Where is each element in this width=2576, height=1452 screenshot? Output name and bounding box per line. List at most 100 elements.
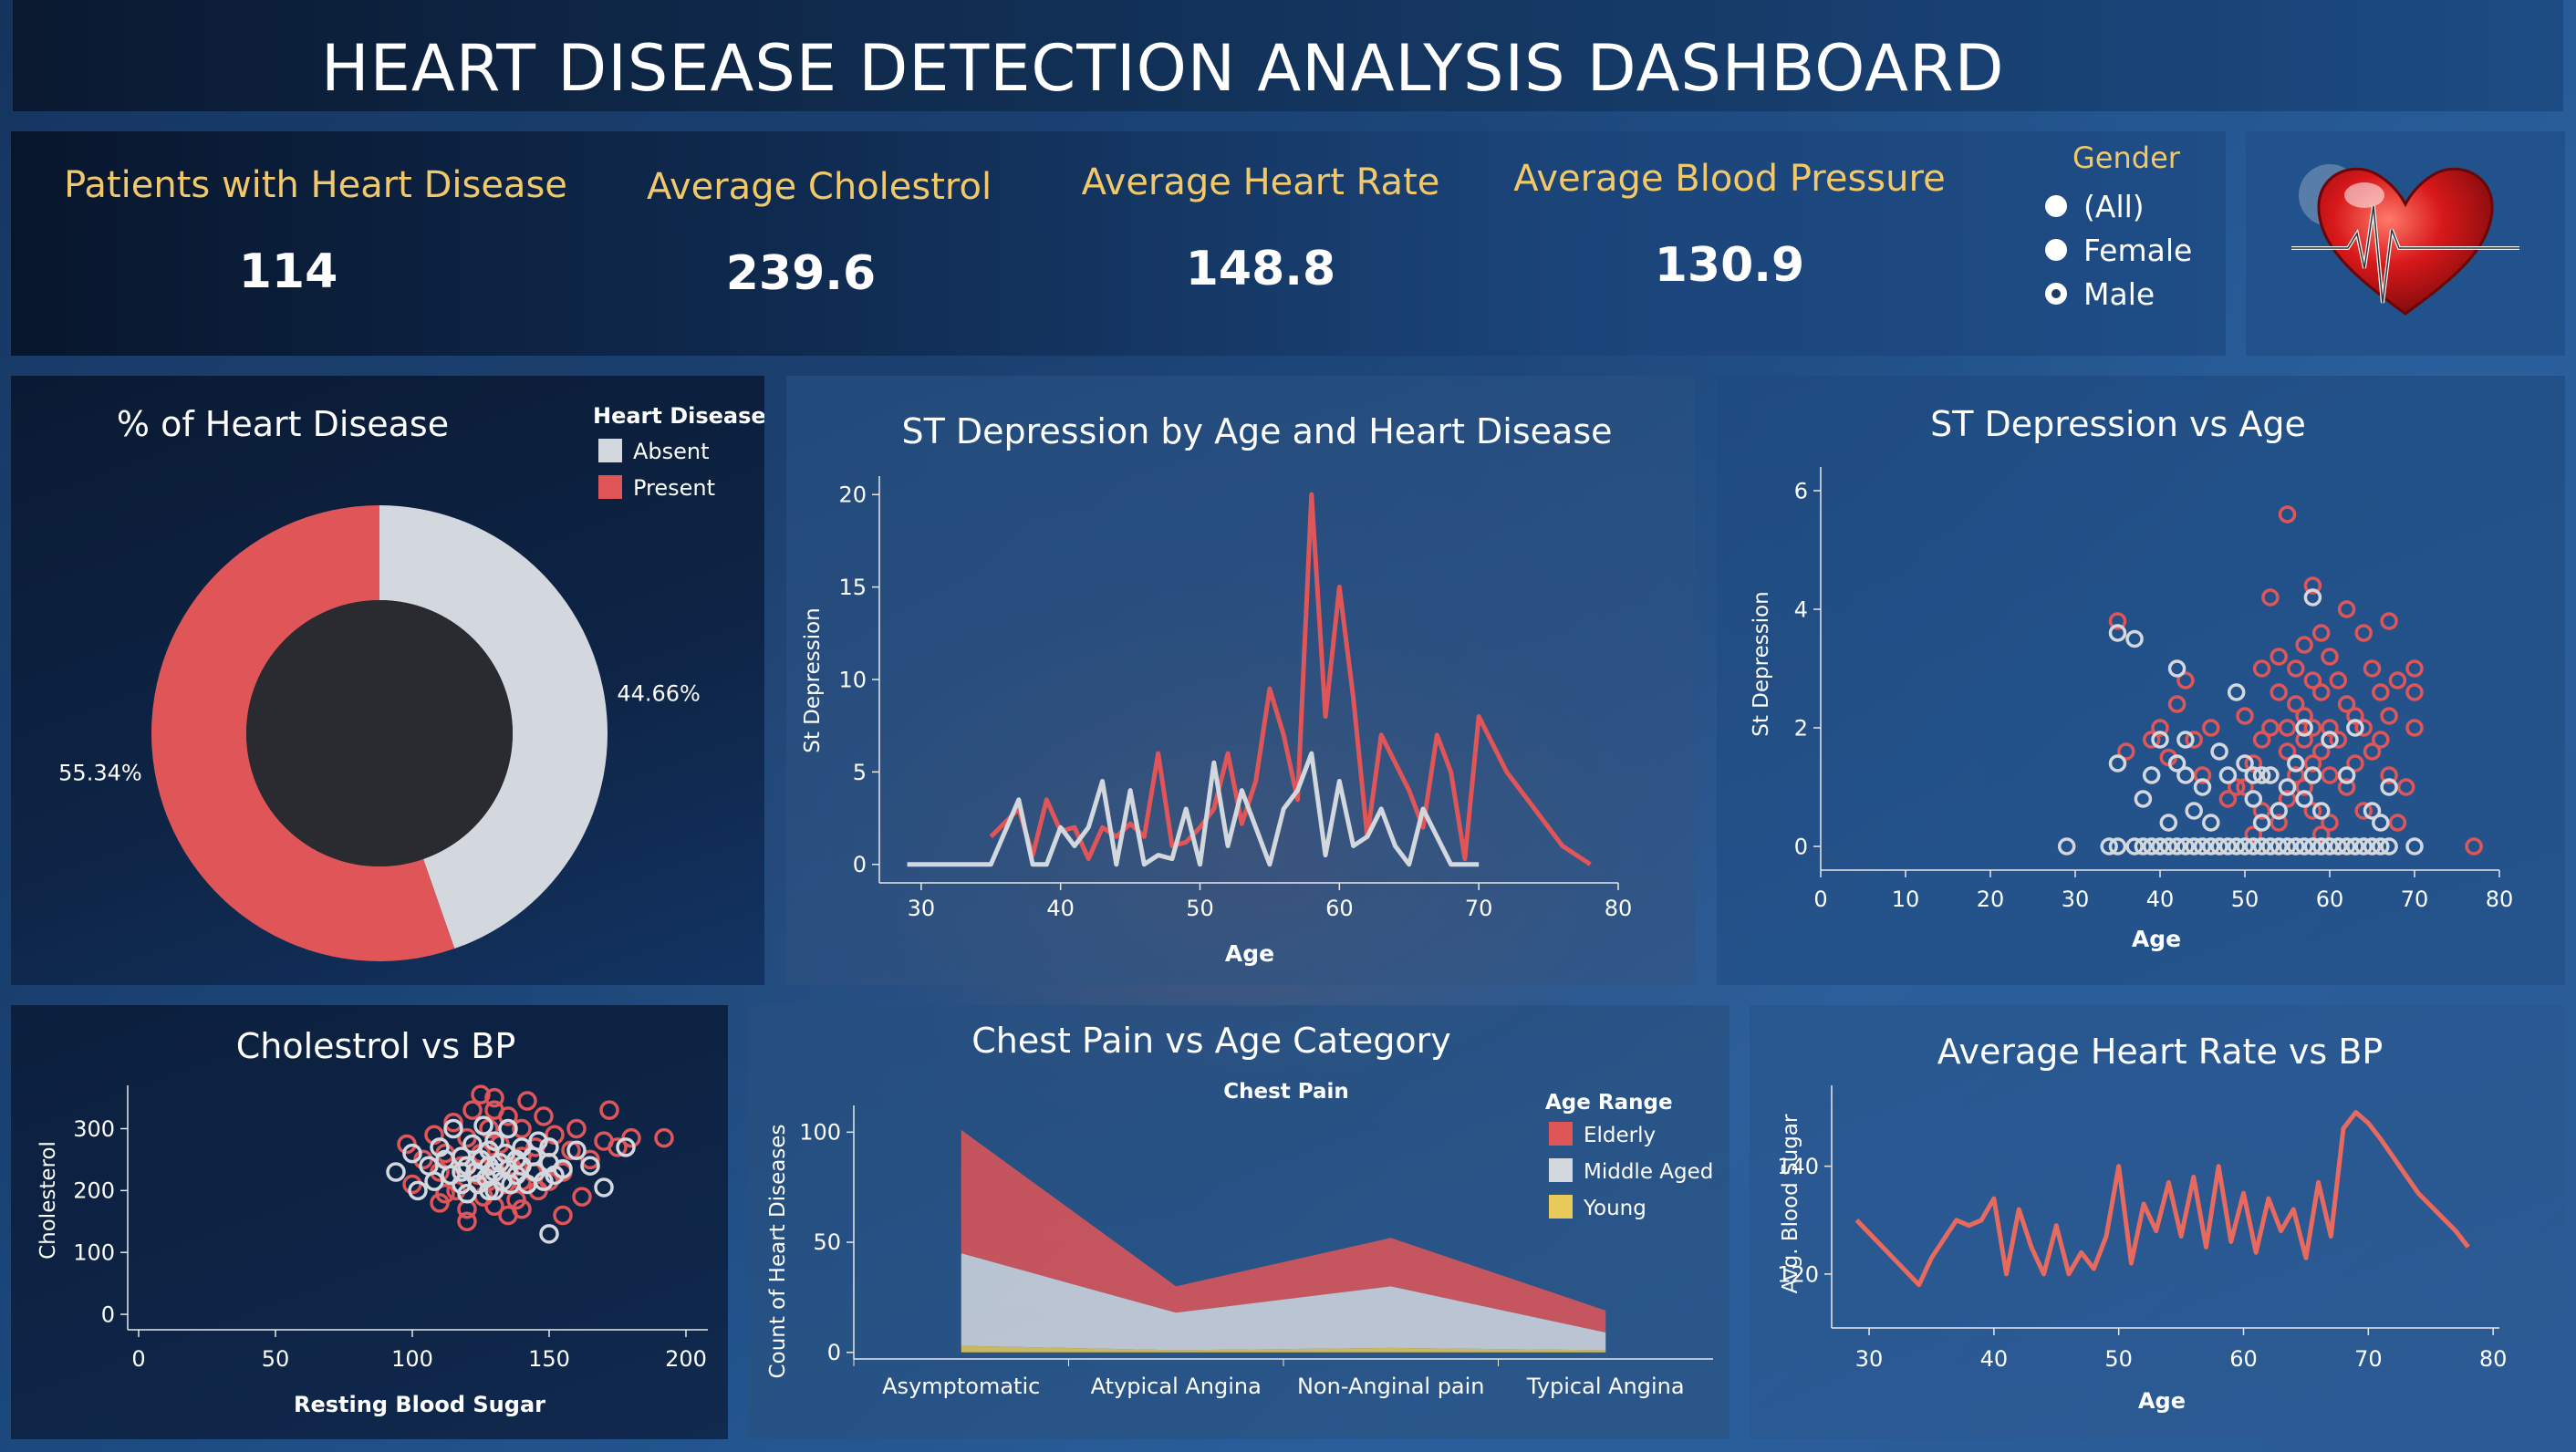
dashboard-title: HEART DISEASE DETECTION ANALYSIS DASHBOA…: [321, 31, 2005, 106]
scatter-point-absent: [2218, 837, 2238, 856]
legend-swatch-present: [598, 475, 622, 499]
x-tick-label: 30: [908, 896, 936, 921]
scatter-point-present: [2252, 731, 2271, 749]
y-tick-label: 0: [101, 1302, 115, 1327]
scatter-point-absent: [553, 1158, 573, 1179]
gender-option-male[interactable]: Male: [2045, 272, 2192, 316]
chest-pain-area-chart: Chest Pain vs Age Category Chest Pain Ag…: [766, 1021, 1713, 1399]
x-axis-label: Age: [2138, 1388, 2186, 1414]
scatter-point-absent: [386, 1162, 406, 1182]
scatter-point-absent: [2159, 837, 2178, 856]
scatter-point-present: [2321, 766, 2339, 784]
radio-button-selected[interactable]: [2045, 283, 2067, 305]
scatter-point-present: [2354, 802, 2373, 820]
scatter-point-absent: [2236, 754, 2254, 773]
x-tick-label: 50: [2231, 887, 2259, 912]
scatter-point-absent: [2176, 837, 2195, 856]
radio-button[interactable]: [2045, 195, 2067, 217]
x-tick-label: 20: [1977, 887, 2005, 912]
x-tick-label: 30: [1855, 1346, 1884, 1372]
scatter-point-present: [2337, 778, 2356, 796]
x-tick-label: 10: [1892, 887, 1920, 912]
x-tick-label: 150: [528, 1346, 570, 1372]
scatter-point-present: [2202, 719, 2220, 737]
x-tick-label: 70: [2354, 1346, 2383, 1372]
y-tick-label: 10: [838, 667, 867, 692]
y-tick-label: 2: [1794, 715, 1808, 741]
scatter-point-absent: [2346, 719, 2364, 737]
scatter-point-present: [2311, 825, 2331, 844]
x-axis-label: Resting Blood Sugar: [294, 1392, 545, 1417]
scatter-point-present: [2176, 671, 2195, 690]
scatter-point-absent: [2167, 754, 2186, 773]
scatter-point-absent: [2193, 837, 2212, 856]
radio-button[interactable]: [2045, 239, 2067, 261]
scatter-point-present: [484, 1087, 504, 1108]
scatter-point-present: [2252, 802, 2271, 820]
kpi-label: Average Heart Rate: [1081, 161, 1440, 203]
y-axis-label: Avg. Blood Sugar: [1779, 1114, 1802, 1293]
scatter-point-absent: [2210, 837, 2228, 856]
x-tick-label: 40: [2146, 887, 2175, 912]
scatter-point-present: [2295, 731, 2313, 749]
scatter-point-present: [2236, 707, 2254, 725]
x-axis-label: Age: [2132, 926, 2181, 952]
kpi-patients: Patients with Heart Disease 114: [60, 164, 571, 299]
gender-option-all[interactable]: (All): [2045, 184, 2192, 228]
x-tick-label: Atypical Angina: [1091, 1374, 1262, 1399]
scatter-point-absent: [2125, 629, 2144, 648]
legend-swatch-elderly: [1549, 1122, 1573, 1146]
scatter-point-absent: [566, 1140, 587, 1160]
area-elderly: [961, 1129, 1606, 1333]
donut-chart-panel: % of Heart Disease Heart Disease Absent …: [11, 376, 764, 985]
scatter-point-present: [2227, 778, 2246, 796]
scatter-point-absent: [539, 1137, 559, 1157]
series-line-absent: [907, 751, 1480, 867]
scatter-point-absent: [580, 1156, 600, 1176]
kpi-heart-rate: Average Heart Rate 148.8: [1069, 161, 1452, 296]
kpi-value: 148.8: [1185, 242, 1336, 296]
scatter-point-present: [2287, 766, 2305, 784]
scatter-point-absent: [2134, 790, 2153, 808]
scatter-point-present: [553, 1205, 573, 1226]
scatter-point-absent: [2303, 837, 2322, 856]
x-tick-label: Asymptomatic: [882, 1374, 1040, 1399]
scatter-point-present: [2303, 719, 2322, 737]
scatter-point-present: [2278, 505, 2297, 524]
scatter-point-absent: [2108, 837, 2127, 856]
legend-item-absent: Absent: [633, 439, 710, 464]
y-axis-label: St Depression: [1750, 591, 1773, 737]
y-tick-label: 5: [853, 760, 867, 785]
scatter-point-absent: [402, 1143, 422, 1164]
gender-filter: Gender (All) Female Male: [2016, 140, 2192, 316]
y-tick-label: 100: [799, 1119, 841, 1145]
scatter-point-absent: [443, 1118, 463, 1139]
scatter-point-absent: [2354, 837, 2373, 856]
ekg-line-shadow: [2291, 205, 2519, 304]
chart-title: Cholestrol vs BP: [236, 1026, 516, 1066]
scatter-point-absent: [2244, 766, 2263, 784]
scatter-point-absent: [2405, 837, 2424, 856]
scatter-point-present: [2270, 683, 2288, 701]
y-tick-label: 6: [1794, 478, 1808, 503]
scatter-point-present: [2142, 731, 2161, 749]
scatter-point-present: [2465, 837, 2483, 856]
x-tick-label: 0: [131, 1346, 145, 1372]
y-tick-label: 100: [73, 1240, 115, 1266]
heart-highlight: [2344, 182, 2384, 208]
scatter-point-absent: [539, 1224, 559, 1244]
scatter-point-present: [2354, 719, 2373, 737]
x-tick-label: Non-Anginal pain: [1297, 1374, 1485, 1399]
scatter-point-present: [2244, 754, 2263, 773]
y-axis-label: Count of Heart Diseases: [766, 1125, 790, 1379]
y-tick-label: 140: [1777, 1154, 1819, 1179]
scatter-point-present: [2372, 731, 2390, 749]
gender-option-female[interactable]: Female: [2045, 228, 2192, 272]
scatter-point-absent: [2142, 837, 2161, 856]
scatter-point-absent: [2278, 837, 2297, 856]
chart-subtitle: Chest Pain: [1223, 1080, 1349, 1104]
scatter-point-absent: [2057, 837, 2076, 856]
y-tick-label: 0: [853, 852, 867, 877]
st-depression-scatter-panel: ST Depression vs Age Age St Depression 0…: [1717, 376, 2565, 985]
scatter-point-present: [2311, 624, 2331, 642]
